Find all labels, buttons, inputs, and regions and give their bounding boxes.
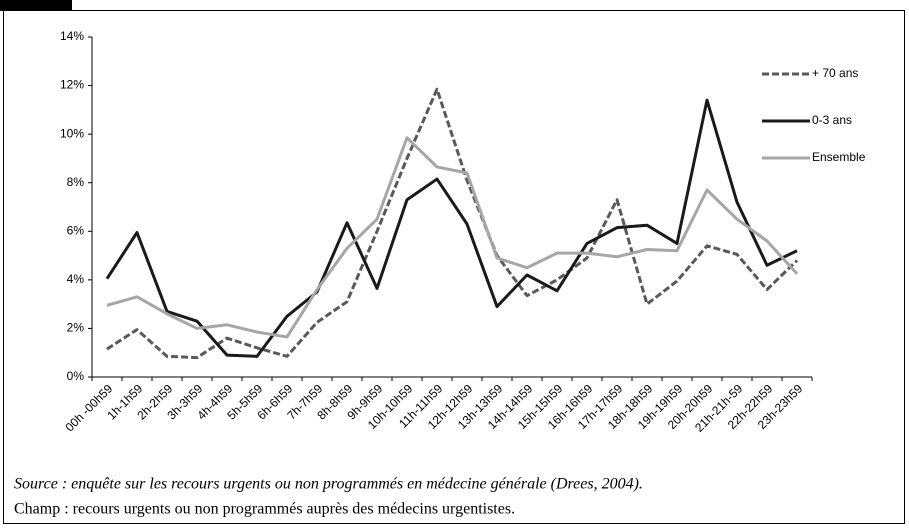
legend-label: + 70 ans xyxy=(812,66,858,80)
source-note: Source : enquête sur les recours urgents… xyxy=(14,476,643,493)
y-tick-label: 12% xyxy=(60,78,84,92)
legend-label: 0-3 ans xyxy=(812,113,852,127)
header-tab xyxy=(0,0,72,11)
x-tick-label: 00h -00h59 xyxy=(63,381,116,434)
y-tick-label: 2% xyxy=(67,321,85,335)
y-tick-label: 0% xyxy=(67,369,85,383)
y-tick-label: 10% xyxy=(60,126,84,140)
series-line xyxy=(105,98,798,358)
series-line xyxy=(106,136,799,339)
champ-note: Champ : recours urgents ou non programmé… xyxy=(14,501,515,518)
y-tick-label: 8% xyxy=(67,175,85,189)
frame xyxy=(3,10,905,524)
y-tick-label: 14% xyxy=(60,29,84,43)
y-tick-label: 4% xyxy=(67,272,85,286)
series-line xyxy=(106,87,799,360)
y-tick-label: 6% xyxy=(67,223,85,237)
legend-label: Ensemble xyxy=(812,150,866,164)
